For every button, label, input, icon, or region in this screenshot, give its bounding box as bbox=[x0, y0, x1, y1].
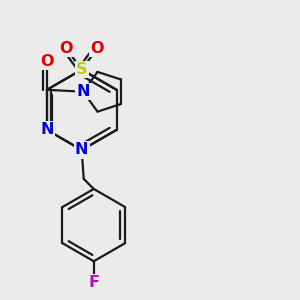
Text: N: N bbox=[75, 142, 88, 158]
Text: O: O bbox=[40, 54, 54, 69]
Text: F: F bbox=[88, 275, 99, 290]
Text: N: N bbox=[40, 122, 54, 137]
Text: O: O bbox=[60, 41, 73, 56]
Text: N: N bbox=[76, 84, 90, 99]
Text: S: S bbox=[76, 62, 88, 77]
Text: O: O bbox=[90, 41, 104, 56]
